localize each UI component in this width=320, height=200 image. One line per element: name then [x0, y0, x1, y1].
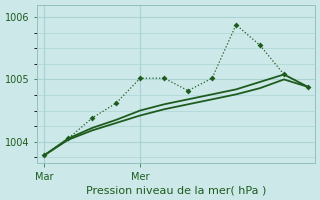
X-axis label: Pression niveau de la mer( hPa ): Pression niveau de la mer( hPa )	[86, 185, 266, 195]
